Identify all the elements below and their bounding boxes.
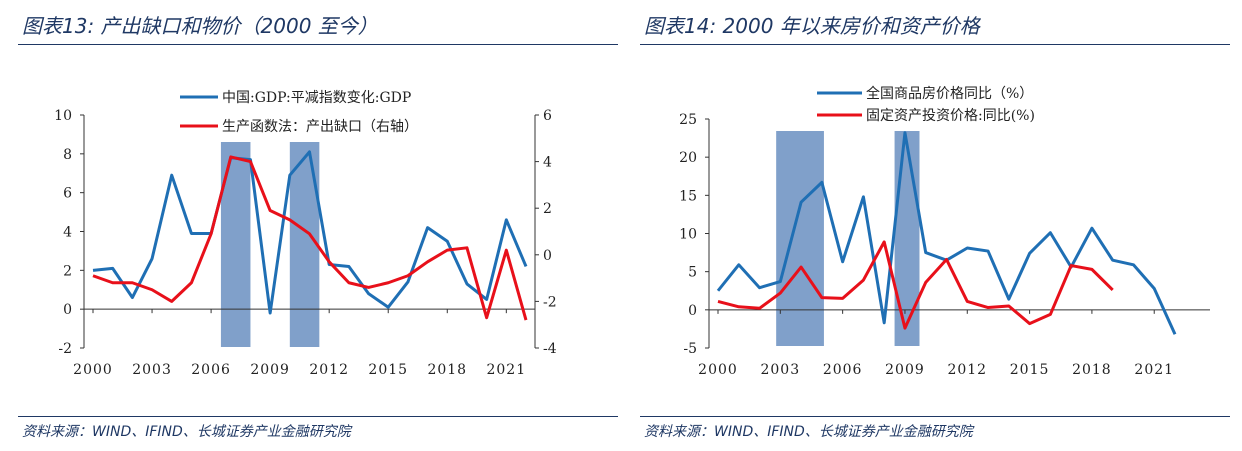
series-line-0	[92, 150, 528, 315]
x-tick-label: 2009	[250, 362, 290, 378]
y2-tick-label: -2	[543, 294, 557, 310]
y2-tick-label: -4	[543, 341, 557, 357]
legend-label-1: 固定资产投资价格:同比(%)	[866, 108, 1035, 124]
x-tick-label: 2012	[947, 362, 987, 378]
x-tick-label: 2018	[427, 362, 467, 378]
legend-label-1: 生产函数法：产出缺口（右轴）	[222, 119, 418, 135]
chart-title-right: 图表14: 2000 年以来房价和资产价格	[644, 14, 980, 38]
shaded-period-0	[776, 131, 824, 346]
legend-label-0: 全国商品房价格同比（%）	[866, 85, 1033, 102]
source-note-left: 资料来源：WIND、IFIND、长城证券产业金融研究院	[22, 424, 351, 440]
x-tick-label: 2012	[309, 362, 349, 378]
y-tick-label: 0	[63, 302, 72, 318]
x-tick-label: 2015	[1010, 362, 1050, 378]
y-tick-label: 10	[679, 227, 697, 243]
source-note-right: 资料来源：WIND、IFIND、长城证券产业金融研究院	[644, 424, 973, 440]
title-rule-right	[640, 44, 1230, 45]
y-tick-label: 6	[63, 186, 72, 202]
y-tick-label: 25	[679, 112, 697, 128]
x-tick-label: 2003	[760, 362, 800, 378]
shaded-period-1	[894, 131, 920, 346]
x-tick-label: 2000	[73, 362, 113, 378]
title-rule-left	[18, 44, 618, 45]
y2-tick-label: 4	[543, 155, 552, 171]
legend-label-0: 中国:GDP:平减指数变化:GDP	[222, 90, 411, 106]
x-tick-label: 2015	[368, 362, 408, 378]
x-tick-label: 2021	[486, 362, 526, 378]
y-tick-label: 8	[63, 147, 72, 163]
y-tick-label: -5	[683, 341, 697, 357]
x-tick-label: 2009	[885, 362, 925, 378]
y2-tick-label: 6	[543, 108, 552, 124]
shaded-period-1	[289, 142, 320, 347]
y-tick-label: -2	[58, 341, 72, 357]
series-line-1	[92, 155, 528, 321]
chart-title-left: 图表13: 产出缺口和物价（2000 至今）	[22, 14, 378, 38]
x-tick-label: 2021	[1134, 362, 1174, 378]
x-tick-label: 2006	[191, 362, 231, 378]
source-rule-left	[18, 416, 618, 417]
source-rule-right	[640, 416, 1230, 417]
x-tick-label: 2000	[698, 362, 738, 378]
x-tick-label: 2006	[823, 362, 863, 378]
x-tick-label: 2003	[132, 362, 172, 378]
x-tick-label: 2018	[1072, 362, 1112, 378]
series-line-1	[717, 240, 1114, 330]
y-tick-label: 15	[679, 188, 697, 204]
y-tick-label: 0	[688, 303, 697, 319]
y-tick-label: 2	[63, 263, 72, 279]
y2-tick-label: 0	[543, 248, 552, 264]
y-tick-label: 20	[679, 150, 697, 166]
y-tick-label: 10	[54, 108, 72, 124]
chart-left: 10 8 6 4 2 0 -2 6 4 2 0 -2 -4 2000 2003 2006 2009 2012 201…	[54, 90, 557, 378]
y-tick-label: 4	[63, 225, 72, 241]
y2-tick-label: 2	[543, 201, 552, 217]
y-tick-label: 5	[688, 265, 697, 281]
